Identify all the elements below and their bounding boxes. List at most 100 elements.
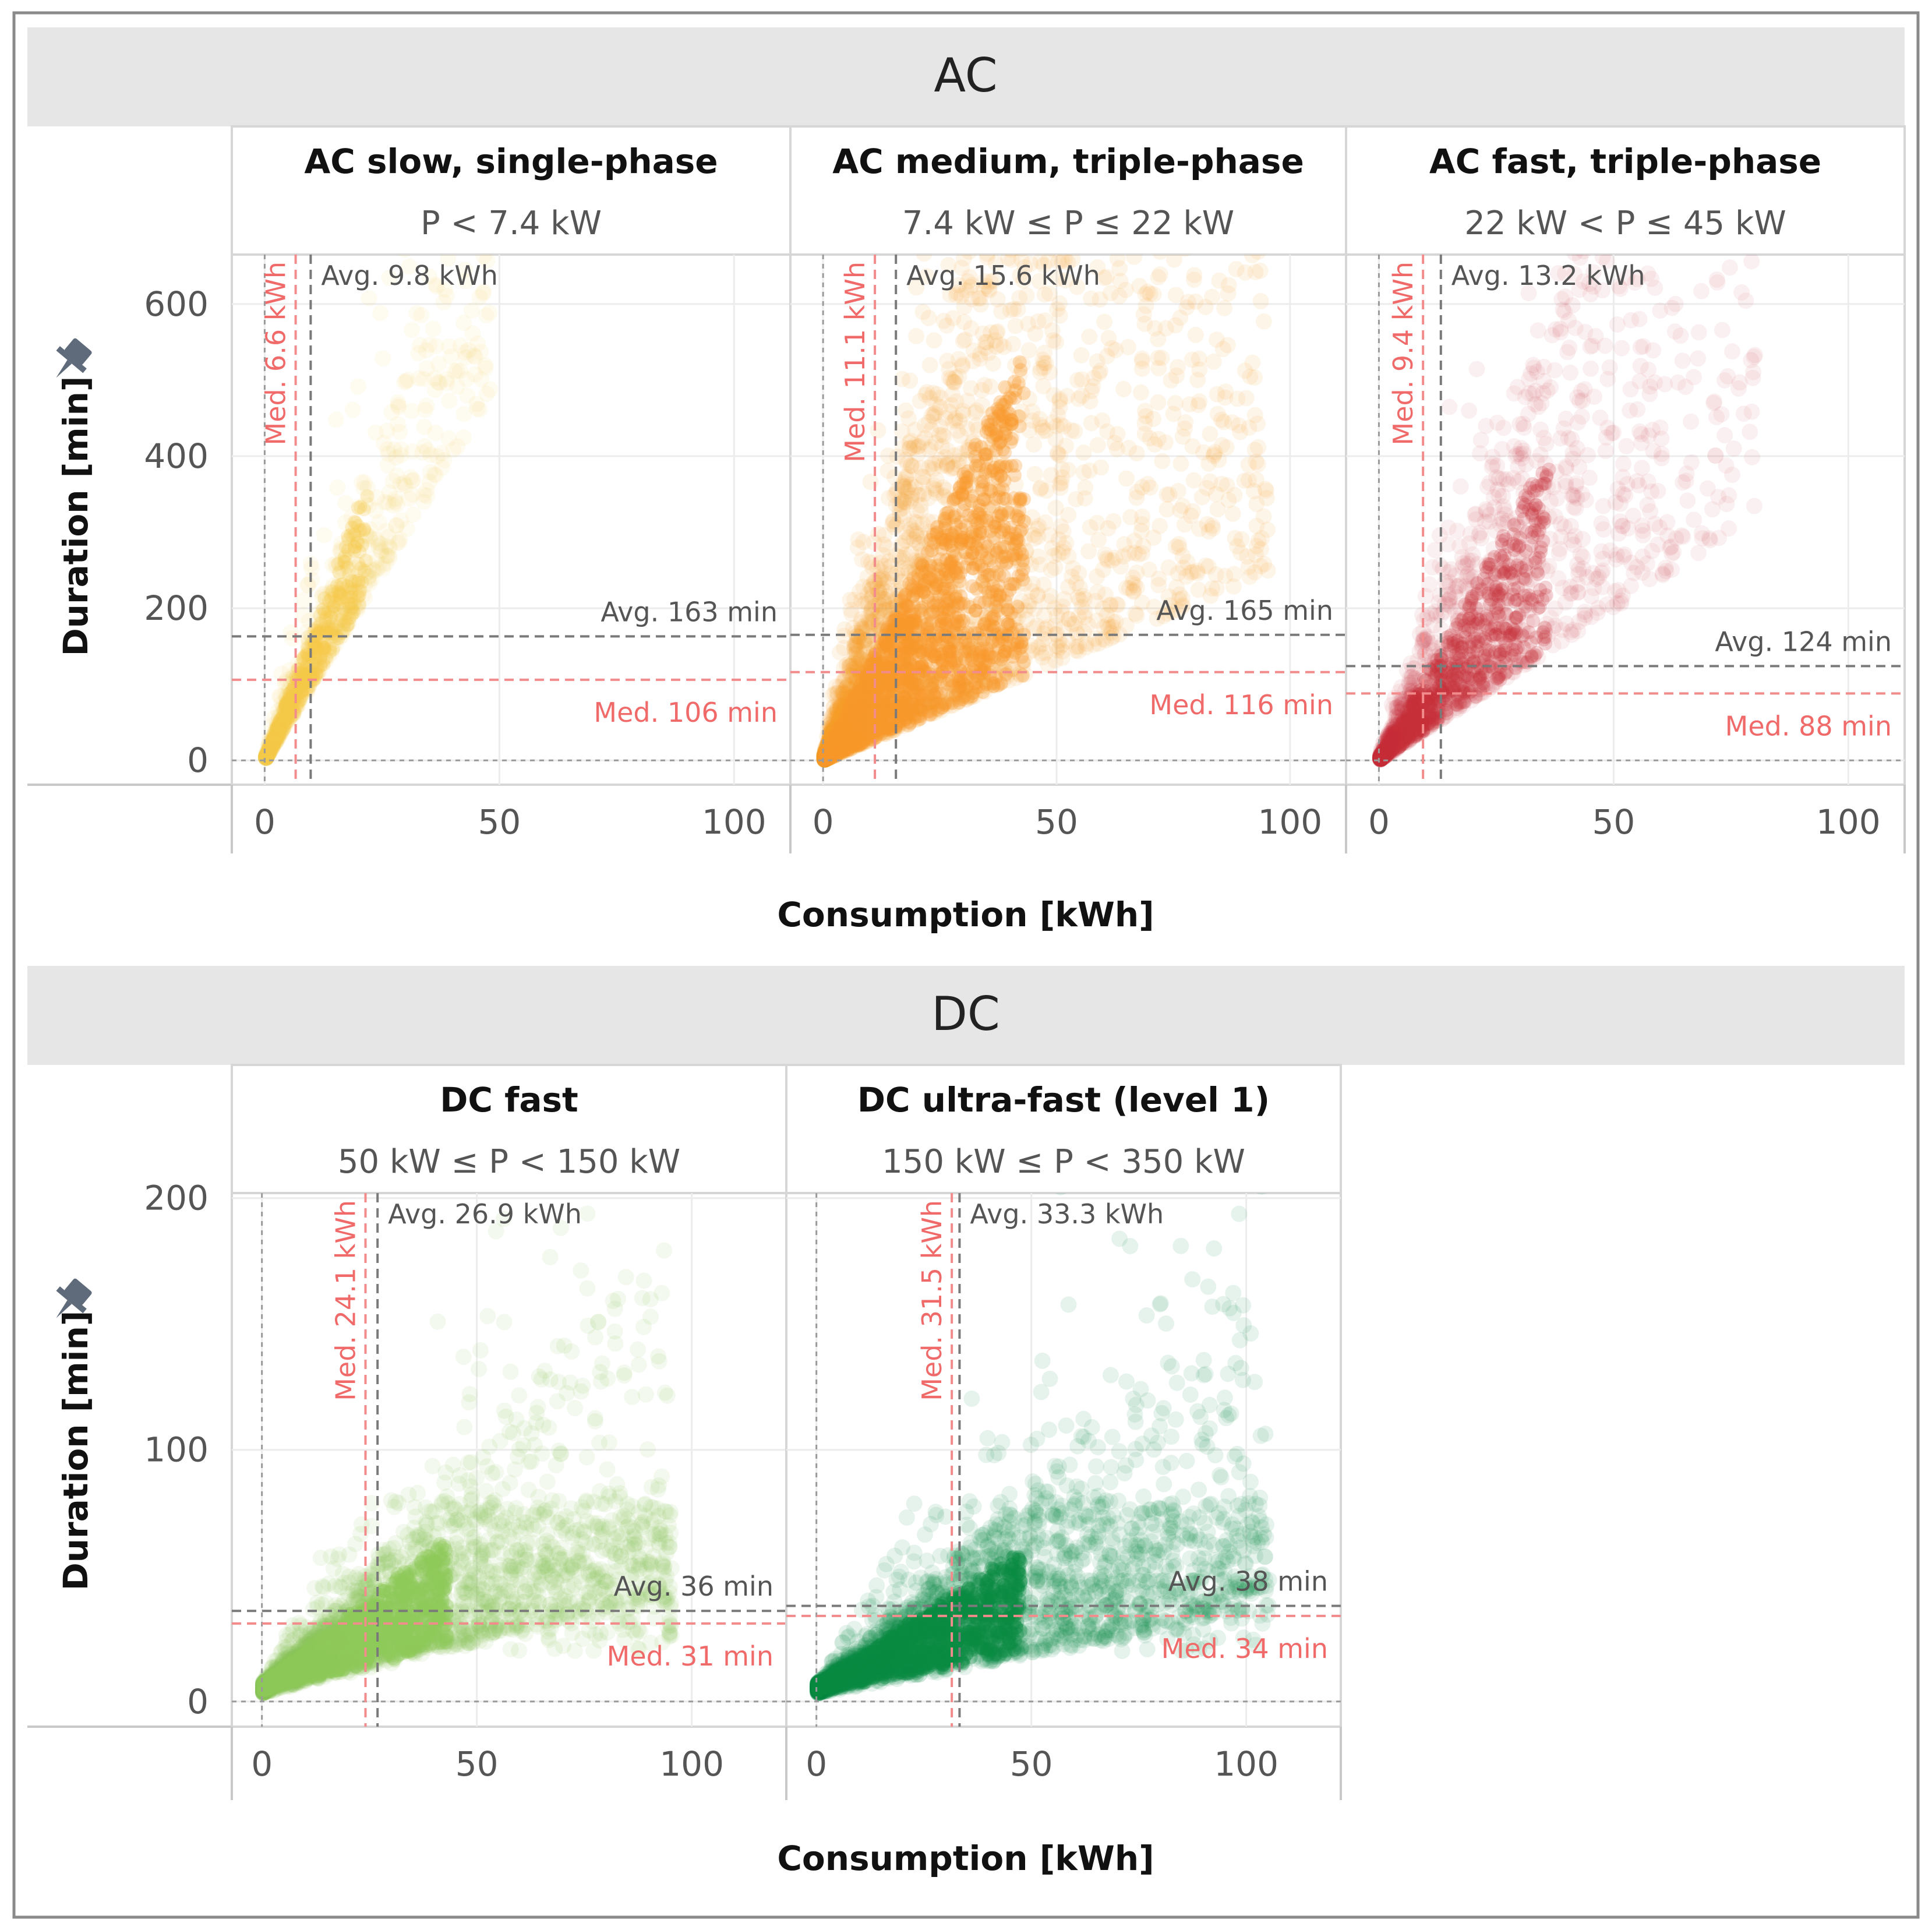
ac-panel-2-point [847,636,864,652]
ac-panel-1-point [357,522,372,537]
ac-panel-2-point [831,644,848,661]
ac-panel-2-point [1032,255,1049,270]
ac-panel-2-point [977,334,994,351]
ac-panel-1-point [301,634,317,651]
ac-panel-1-point [266,736,280,750]
ac-panel-1-point [344,585,359,599]
ac-panel-1-point [418,397,435,414]
ac-panel-2-point [898,402,914,419]
ac-panel-1-point [276,702,292,719]
ac-panel-1-point [262,742,277,757]
ac-panel-1-point [264,739,279,754]
ac-panel-2-point [873,603,890,620]
ac-panel-2-point [879,678,896,695]
ac-y-tick-label: 400 [144,436,209,476]
ac-panel-2-point [909,486,926,503]
ac-panel-2-point [959,451,975,468]
ac-panel-1-point [440,255,457,267]
ac-panel-1-point [324,583,341,600]
ac-panel-2-point [826,745,842,762]
ac-panel-2-point [1152,255,1168,260]
ac-panel-1-point [262,742,277,756]
ac-panel-2-point [869,700,886,717]
ac-panel-1-point [429,448,446,464]
ac-panel-1-point [265,735,281,752]
ac-panel-1-point [431,375,448,391]
ac-panel-2-point [993,303,1010,320]
ac-panel-2-point [861,730,878,747]
ac-panel-1-point [260,743,277,760]
ac-panel-1-point [271,711,288,728]
ac-panel-2-point [850,732,867,749]
ac-panel-1-point [274,718,291,735]
ac-panel-1-point [324,620,341,637]
ac-panel-2-point [1258,216,1274,232]
ac-panel-1-point [350,581,367,598]
ac-panel-1-point [422,464,439,481]
ac-panel-1-point [267,733,284,750]
ac-panel-1-point [261,744,278,761]
ac-panel-1-point [383,404,400,421]
ac-panel-1-point [260,747,274,762]
ac-panel-1-point [263,717,280,733]
ac-y-tick-label: 0 [187,740,209,780]
ac-panel-1-point [269,727,286,744]
ac-panel-2-point [818,750,835,767]
ac-panel-2-point [832,718,849,735]
ac-panel-2-point [938,317,955,334]
ac-panel-1-point [266,733,281,747]
ac-panel-1-point [368,531,384,548]
ac-panel-2-point [820,742,836,758]
ac-panel-2-point [972,632,989,649]
ac-panel-2-point [917,696,934,712]
ac-panel-1-point [278,698,292,712]
ac-panel-2-point [822,739,839,756]
ac-panel-2-point [822,719,839,736]
ac-panel-1-point [267,721,284,738]
ac-panel-2-point [884,516,901,533]
ac-panel-1-point [270,729,287,746]
ac-panel-1-point [278,671,295,688]
ac-panel-1-point [342,600,359,617]
ac-panel-1-point [357,566,374,583]
ac-panel-1-median-x-label: Med. 6.6 kWh [260,262,292,446]
ac-panel-1-point [268,728,285,745]
ac-panel-1-point [296,663,311,678]
ac-panel-2-point [1034,636,1050,652]
ac-panel-1-point [300,630,317,647]
ac-panel-1-point [370,538,387,555]
ac-panel-2-point [1220,492,1237,509]
ac-panel-1-point [403,403,420,419]
ac-panel-1-point [324,591,338,606]
ac-panel-2-point [1047,559,1064,576]
ac-panel-1-point [259,745,276,761]
ac-panel-1-point [317,622,331,636]
ac-panel-2-point [880,718,897,735]
ac-panel-2-point [816,750,833,767]
ac-panel-1-point [269,731,283,745]
ac-panel-1-point [263,741,280,758]
ac-panel-2-point [865,723,882,740]
ac-pin-icon[interactable] [43,334,97,389]
ac-panel-1-point [262,743,278,760]
ac-panel-1-point [338,614,353,629]
ac-panel-1-point [342,567,356,582]
ac-panel-1-point [281,679,298,696]
ac-panel-2-point [880,588,896,605]
ac-panel-1-point [258,749,275,766]
ac-panel-1-point [347,528,362,542]
ac-panel-1-point [364,562,381,578]
ac-panel-1-point [266,735,281,749]
dc-pin-icon[interactable] [43,1274,97,1329]
ac-panel-2-point [992,643,1009,660]
ac-panel-2-point [823,710,840,726]
ac-panel-1-point [331,631,345,645]
ac-panel-2-point [1069,626,1086,643]
ac-panel-1-point [257,749,274,765]
ac-panel-1-point [313,618,330,635]
ac-panel-2-point [1174,548,1191,564]
ac-panel-1-point [299,640,316,657]
ac-panel-1-point [399,372,416,388]
ac-panel-1-point [257,749,274,766]
ac-panel-1-point [274,719,291,736]
